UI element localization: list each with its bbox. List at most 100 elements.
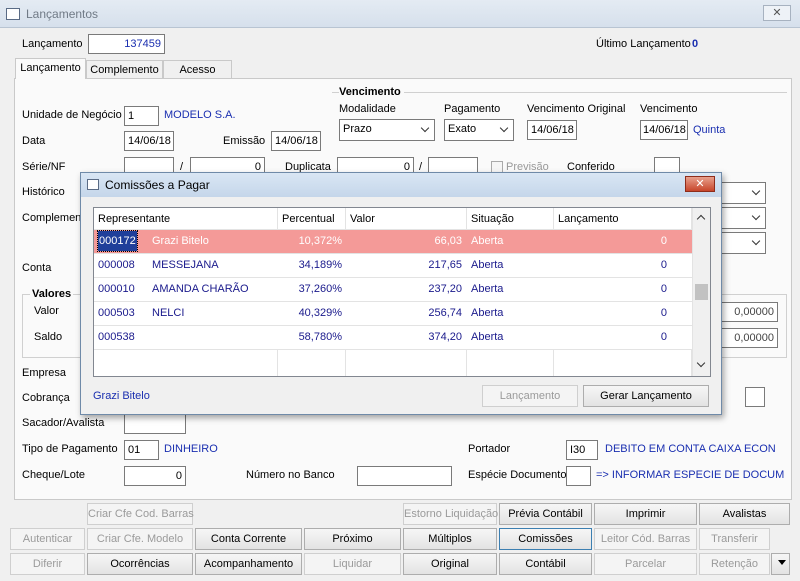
button: Transferir	[699, 528, 770, 550]
window-icon	[6, 8, 20, 20]
table-row[interactable]: 000008 MESSEJANA 34,189% 217,65 Aberta 0	[94, 254, 692, 278]
text-field[interactable]: I30	[566, 440, 598, 460]
label: Saldo	[34, 331, 63, 343]
button[interactable]: Comissões	[499, 528, 592, 550]
cell: 256,74	[428, 307, 462, 319]
cell: AMANDA CHARÃO	[152, 283, 249, 295]
column-header: Representante	[94, 208, 278, 230]
text-field[interactable]: 14/06/18	[527, 120, 577, 140]
text-field[interactable]: 01	[124, 440, 159, 460]
dialog-titlebar	[81, 173, 721, 197]
button: Diferir	[10, 553, 85, 575]
label: Histórico	[22, 186, 65, 198]
column-header: Valor	[346, 208, 467, 230]
button: Criar Cfe Cod. Barras	[87, 503, 194, 525]
window-titlebar	[0, 0, 800, 28]
table-row[interactable]: 000010 AMANDA CHARÃO 37,260% 237,20 Aberta 0	[94, 278, 692, 302]
text-field[interactable]: 137459	[88, 34, 165, 54]
text-field[interactable]	[124, 414, 186, 434]
selected-name: Grazi Bitelo	[93, 390, 150, 402]
cell: Aberta	[471, 307, 504, 319]
cell: 0	[660, 307, 667, 319]
window-title: Lançamentos	[26, 7, 99, 21]
label: Conferido	[567, 161, 615, 173]
cell: MESSEJANA	[152, 259, 219, 271]
cell: Aberta	[471, 235, 504, 247]
label: Sacador/Avalista	[22, 417, 105, 429]
label: Espécie Documento	[468, 469, 567, 481]
cell: NELCI	[152, 307, 185, 319]
group-title: Vencimento	[339, 85, 404, 99]
cell: 40,329%	[298, 307, 342, 319]
cell: 374,20	[428, 331, 462, 343]
text-field[interactable]: 14/06/18	[124, 131, 174, 151]
tab[interactable]: Lançamento	[15, 58, 86, 79]
label: Cheque/Lote	[22, 469, 85, 481]
button[interactable]: Imprimir	[594, 503, 697, 525]
label: Duplicata	[285, 161, 331, 173]
scroll-down	[696, 358, 706, 368]
cell: 0	[660, 331, 667, 343]
column-header: Lançamento	[554, 208, 692, 230]
button[interactable]: Contábil	[499, 553, 592, 575]
cell: 0	[660, 235, 667, 247]
button[interactable]: Próximo	[304, 528, 401, 550]
cell: 34,189%	[298, 259, 342, 271]
scroll-thumb[interactable]	[695, 284, 708, 300]
dropdown-button[interactable]	[771, 553, 790, 575]
combo-box[interactable]: Exato	[444, 119, 514, 141]
dialog-close[interactable]: ✕	[685, 176, 715, 192]
label: Previsão	[506, 161, 549, 173]
button: Leitor Cód. Barras	[594, 528, 697, 550]
cell: 66,03	[434, 235, 462, 247]
label: /	[419, 161, 423, 173]
button[interactable]: Conta Corrente	[195, 528, 302, 550]
text-field[interactable]	[357, 466, 452, 486]
label: Empresa	[22, 367, 67, 379]
cell: 37,260%	[298, 283, 342, 295]
text-field[interactable]: 0,00000	[712, 302, 778, 322]
button[interactable]: Avalistas	[699, 503, 790, 525]
button[interactable]: Acompanhamento	[195, 553, 302, 575]
label: Portador	[468, 443, 511, 455]
dropdown-arrow	[778, 560, 786, 565]
table-row[interactable]: 000503 NELCI 40,329% 256,74 Aberta 0	[94, 302, 692, 326]
tab[interactable]: Acesso	[163, 60, 232, 79]
cell: 217,65	[428, 259, 462, 271]
button: Retenção	[699, 553, 770, 575]
dialog: Comissões a Pagar ✕ Representante Percentua…	[80, 172, 722, 415]
combo-box[interactable]: Prazo	[339, 119, 435, 141]
close-button[interactable]: ✕	[763, 5, 791, 21]
cell: 10,372%	[298, 235, 342, 247]
text-field[interactable]: 14/06/18	[640, 120, 688, 140]
label: /	[180, 161, 184, 173]
button[interactable]: Original	[403, 553, 497, 575]
dialog-icon	[87, 179, 99, 190]
cell: 000503	[98, 307, 135, 319]
cell: Grazi Bitelo	[152, 235, 209, 247]
label: Vencimento Original	[527, 103, 626, 115]
text-field[interactable]: 14/06/18	[271, 131, 321, 151]
text-field[interactable]: 1	[124, 106, 159, 126]
label: Valor	[34, 305, 59, 317]
scrollbar[interactable]	[692, 208, 710, 376]
label: Lançamento	[22, 38, 83, 50]
button[interactable]: Prévia Contábil	[499, 503, 592, 525]
button: Lançamento	[482, 385, 578, 407]
table-row[interactable]: 000172 Grazi Bitelo 10,372% 66,03 Aberta 0	[94, 230, 692, 254]
cell: 000172	[97, 230, 138, 252]
button[interactable]: Ocorrências	[87, 553, 193, 575]
button[interactable]: Múltiplos	[403, 528, 497, 550]
label: Modalidade	[339, 103, 396, 115]
cell: 58,780%	[298, 331, 342, 343]
label: Unidade de Negócio	[22, 109, 122, 121]
column-header: Percentual	[278, 208, 346, 230]
button: Autenticar	[10, 528, 85, 550]
table-row[interactable]: 000538 58,780% 374,20 Aberta 0	[94, 326, 692, 350]
tab[interactable]: Complemento	[86, 60, 163, 79]
text-field[interactable]	[745, 387, 765, 407]
text-field[interactable]: 0	[124, 466, 186, 486]
button[interactable]: Gerar Lançamento	[583, 385, 709, 407]
label: Conta	[22, 262, 52, 274]
text-field[interactable]	[566, 466, 591, 486]
